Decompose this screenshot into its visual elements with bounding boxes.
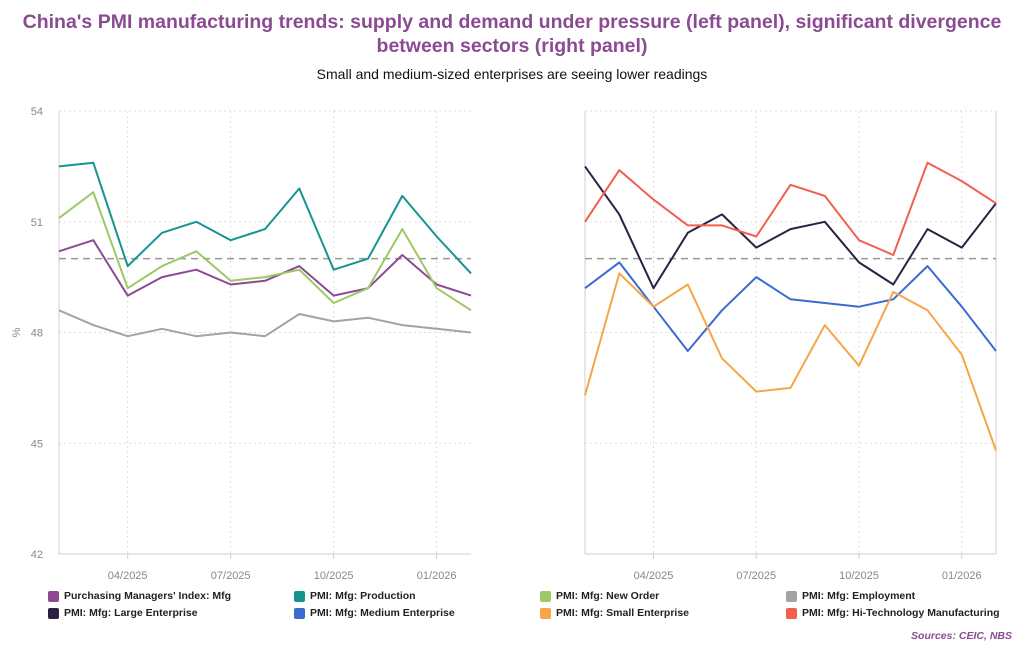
x-tick-label: 01/2026	[417, 570, 457, 582]
y-tick-label: 54	[31, 106, 43, 118]
panel-left: 42 45 48 51 54% 04/2025 07/2025 10/2025 01/2026	[11, 106, 472, 582]
series-line-purchasing-managers-index-mfg	[58, 239, 472, 297]
x-tick-label: 07/2025	[211, 570, 251, 582]
x-tick-label: 07/2025	[736, 570, 776, 582]
legend-label: PMI: Mfg: Medium Enterprise	[310, 607, 455, 619]
series-line-pmi-mfg-small-enterprise	[584, 272, 997, 451]
legend-item: PMI: Mfg: New Order	[540, 590, 659, 602]
legend-swatch	[48, 590, 59, 602]
y-tick-label: 48	[31, 328, 43, 340]
chart-title: China's PMI manufacturing trends: supply…	[22, 11, 1002, 57]
legend-swatch	[48, 607, 59, 619]
series-line-pmi-mfg-new-order	[58, 191, 472, 312]
panel-right: 04/2025 07/2025 10/2025 01/2026	[584, 110, 997, 582]
legend-label: PMI: Mfg: Hi-Technology Manufacturing	[802, 607, 1000, 619]
legend-item: PMI: Mfg: Large Enterprise	[48, 607, 198, 619]
legend-swatch	[540, 590, 551, 602]
legend-swatch	[540, 607, 551, 619]
legend-item: PMI: Mfg: Employment	[786, 590, 915, 602]
legend-item: Purchasing Managers' Index: Mfg	[48, 590, 231, 602]
legend-swatch	[786, 590, 797, 602]
x-tick-label: 04/2025	[108, 570, 148, 582]
y-axis-label: %	[11, 327, 23, 337]
series-line-pmi-mfg-hi-technology-manufacturing	[584, 161, 997, 256]
legend-swatch	[294, 590, 305, 602]
legend-item: PMI: Mfg: Hi-Technology Manufacturing	[786, 607, 1000, 619]
chart-subtitle: Small and medium-sized enterprises are s…	[316, 66, 708, 82]
x-tick-label: 01/2026	[942, 570, 982, 582]
legend-label: PMI: Mfg: Small Enterprise	[556, 607, 690, 619]
legend-swatch	[786, 607, 797, 619]
series-line-pmi-mfg-employment	[58, 309, 472, 338]
legend-label: PMI: Mfg: Production	[310, 590, 416, 602]
legend-label: PMI: Mfg: Large Enterprise	[64, 607, 198, 619]
x-tick-label: 10/2025	[839, 570, 879, 582]
x-tick-label: 04/2025	[634, 570, 674, 582]
y-tick-label: 42	[31, 549, 43, 561]
legend-label: PMI: Mfg: Employment	[802, 590, 916, 602]
legend-label: Purchasing Managers' Index: Mfg	[64, 590, 232, 602]
x-tick-label: 10/2025	[314, 570, 354, 582]
legend-item: PMI: Mfg: Small Enterprise	[540, 607, 689, 619]
source-note: Sources: CEIC, NBS	[911, 630, 1012, 642]
series-line-pmi-mfg-large-enterprise	[584, 165, 997, 290]
legend-label: PMI: Mfg: New Order	[556, 590, 660, 602]
y-tick-label: 51	[31, 217, 43, 229]
series-line-pmi-mfg-production	[58, 161, 472, 275]
legend-swatch	[294, 607, 305, 619]
legend-item: PMI: Mfg: Medium Enterprise	[294, 607, 455, 619]
legend-item: PMI: Mfg: Production	[294, 590, 416, 602]
y-tick-label: 45	[31, 438, 43, 450]
